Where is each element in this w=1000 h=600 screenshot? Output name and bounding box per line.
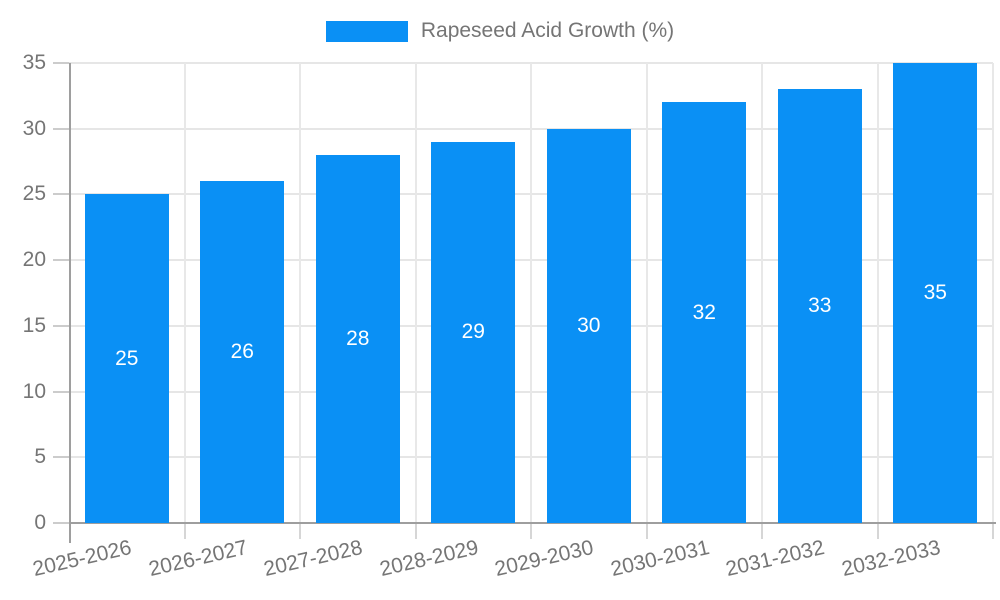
legend-label: Rapeseed Acid Growth (%) bbox=[420, 19, 675, 42]
x-axis-tick-label: 2025-2026 bbox=[30, 536, 134, 582]
legend-swatch-icon bbox=[325, 20, 408, 42]
gridline-vertical bbox=[876, 63, 879, 523]
x-axis-tick-mark bbox=[992, 523, 994, 539]
x-axis-tick-label: 2030-2031 bbox=[608, 536, 712, 582]
legend[interactable]: Rapeseed Acid Growth (%) bbox=[0, 19, 1000, 43]
x-axis-tick-label: 2028-2029 bbox=[377, 536, 481, 582]
x-axis-tick-mark bbox=[876, 523, 879, 539]
y-axis-tick-label: 35 bbox=[22, 51, 46, 74]
bar[interactable]: 35 bbox=[893, 63, 978, 523]
x-axis-tick-label: 2031-2032 bbox=[723, 536, 827, 582]
y-axis-tick-label: 0 bbox=[34, 511, 46, 534]
y-axis-tick-mark bbox=[53, 456, 69, 459]
y-axis-tick-label: 25 bbox=[22, 182, 46, 206]
bar-value-label: 29 bbox=[461, 320, 485, 344]
x-axis-line bbox=[69, 522, 996, 524]
bar[interactable]: 32 bbox=[662, 102, 747, 523]
y-axis-tick-label: 5 bbox=[34, 445, 46, 469]
y-axis-tick-label: 15 bbox=[22, 313, 46, 337]
bar[interactable]: 29 bbox=[431, 141, 516, 523]
bar-value-label: 32 bbox=[692, 300, 716, 324]
x-axis-tick-mark bbox=[299, 523, 301, 539]
y-axis-tick-mark bbox=[53, 127, 69, 130]
y-axis-tick-label: 30 bbox=[22, 116, 46, 140]
bar-value-label: 35 bbox=[923, 281, 947, 304]
y-axis-tick-label: 10 bbox=[22, 379, 46, 403]
gridline-vertical bbox=[992, 63, 994, 523]
x-axis-tick-label: 2026-2027 bbox=[146, 536, 250, 582]
x-axis-tick-label: 2032-2033 bbox=[839, 536, 943, 582]
bar-value-label: 30 bbox=[577, 313, 601, 337]
y-axis-tick-mark bbox=[53, 259, 69, 262]
x-axis-tick-label: 2027-2028 bbox=[261, 536, 365, 582]
y-axis-tick-mark bbox=[53, 522, 69, 524]
x-axis-tick-mark bbox=[414, 523, 417, 539]
gridline-vertical bbox=[414, 63, 417, 523]
gridline-vertical bbox=[761, 63, 763, 523]
bar[interactable]: 28 bbox=[315, 155, 400, 523]
gridline-vertical bbox=[299, 63, 301, 523]
x-axis-tick-mark bbox=[183, 523, 186, 539]
bar-value-label: 28 bbox=[346, 327, 370, 350]
bar-value-label: 26 bbox=[230, 340, 254, 364]
y-axis-line bbox=[69, 63, 71, 543]
bar[interactable]: 30 bbox=[546, 128, 631, 523]
y-axis-tick-mark bbox=[53, 193, 69, 196]
x-axis-tick-label: 2029-2030 bbox=[492, 536, 596, 582]
bar[interactable]: 33 bbox=[777, 89, 862, 523]
y-axis-tick-label: 20 bbox=[22, 248, 46, 272]
bar[interactable]: 25 bbox=[84, 194, 169, 523]
bar-value-label: 25 bbox=[115, 346, 139, 370]
bar[interactable]: 26 bbox=[200, 181, 285, 523]
gridline-vertical bbox=[183, 63, 186, 523]
gridline-vertical bbox=[645, 63, 648, 523]
gridline-vertical bbox=[530, 63, 532, 523]
y-axis-tick-mark bbox=[53, 390, 69, 393]
y-axis-tick-mark bbox=[53, 324, 69, 327]
x-axis-tick-mark bbox=[645, 523, 648, 539]
bar-value-label: 33 bbox=[808, 294, 832, 318]
x-axis-tick-mark bbox=[530, 523, 532, 539]
x-axis-tick-mark bbox=[761, 523, 763, 539]
y-axis-tick-mark bbox=[53, 62, 69, 64]
